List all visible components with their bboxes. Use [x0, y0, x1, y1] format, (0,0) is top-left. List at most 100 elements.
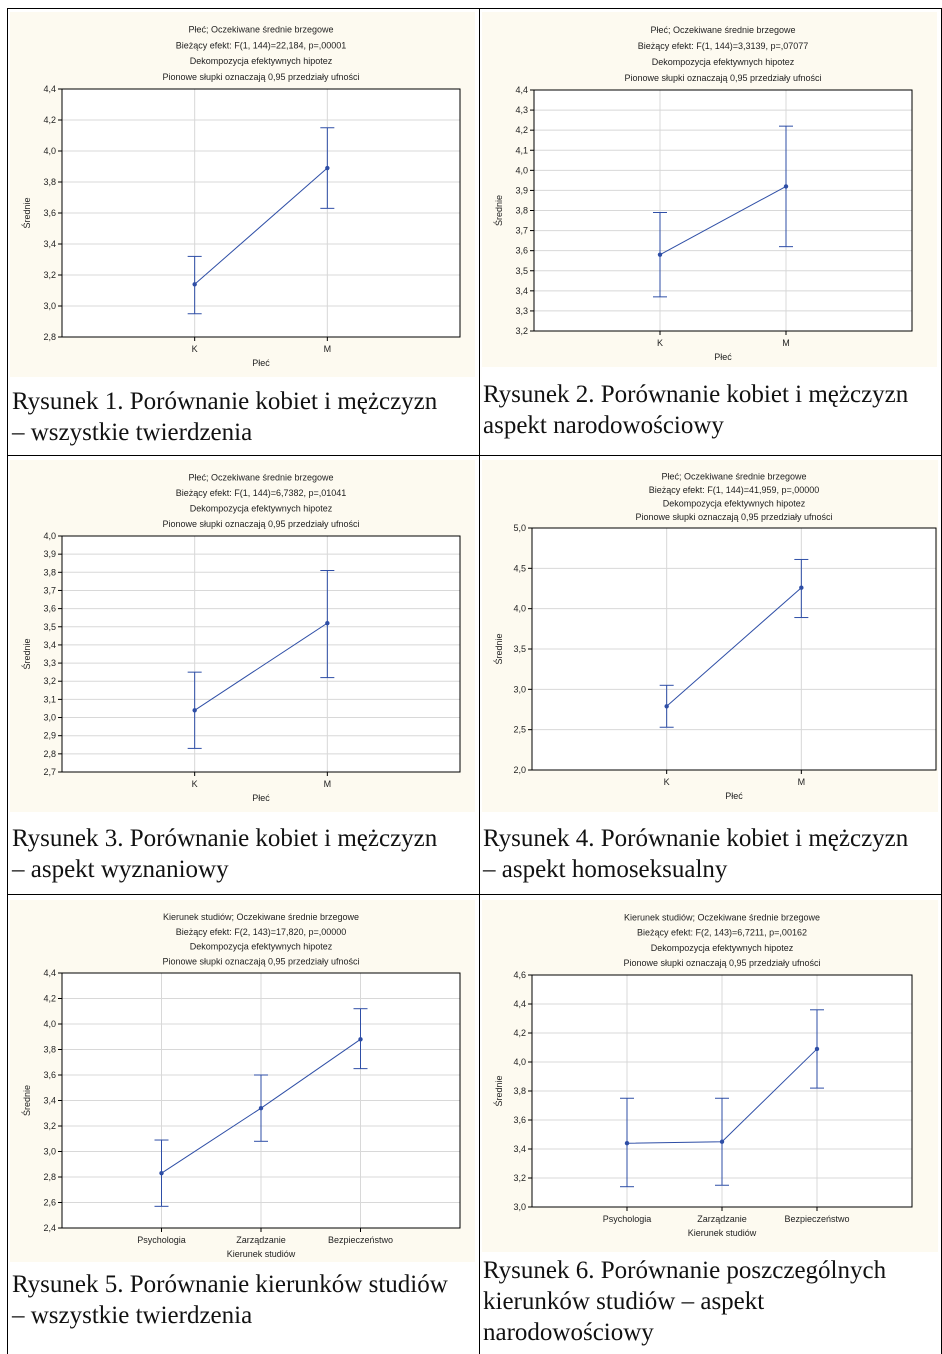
chart-title-line: Pionowe słupki oznaczają 0,95 przedziały…	[162, 956, 359, 966]
chart-svg: Płeć; Oczekiwane średnie brzegowe Bieżący…	[21, 25, 461, 368]
chart-title-line: Pionowe słupki oznaczają 0,95 przedziały…	[162, 519, 359, 529]
chart-svg: Kierunek studiów; Oczekiwane średnie brz…	[21, 912, 461, 1259]
y-tick-label: 4,3	[515, 105, 528, 115]
series-line	[666, 587, 802, 707]
y-tick-label: 4,6	[513, 970, 526, 980]
y-tick-label: 4,2	[513, 1028, 526, 1038]
x-tick-label: Psychologia	[603, 1214, 652, 1224]
y-axis-label: Średnie	[493, 1075, 504, 1106]
data-point	[657, 252, 663, 257]
y-tick-label: 3,9	[43, 549, 56, 559]
chart-title-line: Płeć; Oczekiwane średnie brzegowe	[188, 25, 333, 35]
table-border-middle	[479, 8, 480, 1354]
x-tick-label: M	[782, 338, 790, 348]
y-tick-label: 4,0	[43, 146, 56, 156]
data-point	[192, 708, 197, 713]
caption-figure-2-line-2: aspekt narodowościowy	[483, 412, 724, 439]
chart-title-line: Dekompozycja efektywnych hipotez	[190, 942, 333, 952]
y-tick-label: 3,7	[43, 585, 56, 595]
x-tick-label: M	[324, 344, 332, 354]
chart-title-line: Pionowe słupki oznaczają 0,95 przedziały…	[635, 512, 832, 522]
y-tick-label: 3,5	[513, 644, 526, 654]
caption-figure-4-line-2: – aspekt homoseksualny	[483, 856, 728, 883]
x-tick-label: K	[664, 777, 670, 787]
x-tick-label: K	[192, 779, 198, 789]
y-tick-label: 3,2	[515, 326, 528, 336]
y-tick-label: 4,0	[515, 165, 528, 175]
y-axis-label: Średnie	[21, 638, 32, 669]
plot-frame	[533, 89, 913, 332]
y-tick-label: 3,6	[43, 1070, 56, 1080]
y-tick-label: 3,0	[43, 301, 56, 311]
caption-figure-1-line-2: – wszystkie twierdzenia	[12, 419, 253, 446]
caption-figure-5-line-2: – wszystkie twierdzenia	[12, 1302, 253, 1329]
y-tick-label: 3,7	[515, 226, 528, 236]
x-axis-label: Płeć	[252, 793, 270, 803]
y-tick-label: 4,4	[515, 85, 528, 95]
data-point	[159, 1170, 164, 1176]
x-tick-label: K	[192, 344, 198, 354]
caption-figure-4: Rysunek 4. Porównanie kobiet i mężczyzn …	[483, 823, 908, 885]
y-tick-label: 3,6	[515, 246, 528, 256]
series-line	[194, 622, 328, 711]
y-tick-label: 4,4	[43, 968, 56, 978]
y-tick-label: 3,8	[43, 1045, 56, 1055]
y-tick-label: 3,2	[43, 270, 56, 280]
chart-title-line: Kierunek studiów; Oczekiwane średnie brz…	[163, 912, 359, 922]
y-tick-label: 3,2	[513, 1173, 526, 1183]
chart-title-line: Pionowe słupki oznaczają 0,95 przedziały…	[162, 72, 359, 82]
y-tick-label: 4,0	[43, 1019, 56, 1029]
chart-title-line: Kierunek studiów; Oczekiwane średnie brz…	[624, 912, 820, 922]
chart-figure-3: Płeć; Oczekiwane średnie brzegowe Bieżący…	[10, 460, 475, 812]
caption-figure-3: Rysunek 3. Porównanie kobiet i mężczyzn …	[12, 823, 437, 885]
y-axis-label: Średnie	[21, 1085, 32, 1116]
data-point	[192, 282, 197, 287]
y-tick-label: 4,4	[513, 999, 526, 1009]
y-tick-label: 3,6	[43, 208, 56, 218]
data-point	[799, 585, 804, 590]
plot-frame	[61, 535, 461, 773]
chart-svg: Płeć; Oczekiwane średnie brzegowe Bieżący…	[493, 471, 937, 801]
y-tick-label: 3,4	[515, 286, 528, 296]
data-point	[664, 704, 669, 709]
y-tick-label: 3,0	[513, 684, 526, 694]
chart-title-line: Bieżący efekt: F(2, 143)=6,7211, p=,0016…	[637, 928, 807, 938]
data-point	[719, 1139, 725, 1144]
y-axis-label: Średnie	[21, 197, 32, 228]
data-point	[624, 1141, 630, 1146]
y-tick-label: 3,6	[513, 1115, 526, 1125]
data-point	[258, 1105, 264, 1111]
chart-figure-5: Kierunek studiów; Oczekiwane średnie brz…	[10, 900, 475, 1262]
x-axis-label: Kierunek studiów	[688, 1228, 757, 1238]
plot-frame	[531, 527, 937, 771]
y-tick-label: 3,8	[43, 567, 56, 577]
chart-figure-2: Płeć; Oczekiwane średnie brzegowe Bieżący…	[482, 12, 937, 367]
y-tick-label: 3,0	[43, 713, 56, 723]
y-tick-label: 3,0	[513, 1202, 526, 1212]
x-tick-label: M	[798, 777, 806, 787]
y-tick-label: 4,2	[43, 115, 56, 125]
y-tick-label: 4,5	[513, 563, 526, 573]
chart-title-line: Dekompozycja efektywnych hipotez	[651, 943, 794, 953]
y-tick-label: 3,8	[43, 177, 56, 187]
y-tick-label: 3,4	[43, 640, 56, 650]
x-tick-label: Zarządzanie	[236, 1235, 286, 1245]
chart-title-line: Dekompozycja efektywnych hipotez	[652, 57, 795, 67]
y-tick-label: 3,3	[43, 658, 56, 668]
y-tick-label: 3,8	[515, 206, 528, 216]
y-tick-label: 3,8	[513, 1086, 526, 1096]
chart-figure-4: Płeć; Oczekiwane średnie brzegowe Bieżący…	[482, 460, 938, 812]
chart-svg: Płeć; Oczekiwane średnie brzegowe Bieżący…	[21, 473, 461, 803]
y-axis-label: Średnie	[493, 633, 504, 664]
x-axis-label: Płeć	[714, 352, 732, 362]
y-tick-label: 4,1	[515, 145, 528, 155]
chart-title-line: Płeć; Oczekiwane średnie brzegowe	[650, 25, 795, 35]
chart-title-line: Płeć; Oczekiwane średnie brzegowe	[661, 471, 806, 481]
series-line	[194, 167, 328, 285]
y-tick-label: 4,0	[513, 1057, 526, 1067]
caption-figure-5-line-1: Rysunek 5. Porównanie kierunków studiów	[12, 1271, 448, 1298]
y-tick-label: 3,1	[43, 694, 56, 704]
caption-figure-1-line-1: Rysunek 1. Porównanie kobiet i mężczyzn	[12, 388, 438, 415]
chart-figure-1: Płeć; Oczekiwane średnie brzegowe Bieżący…	[10, 12, 475, 377]
